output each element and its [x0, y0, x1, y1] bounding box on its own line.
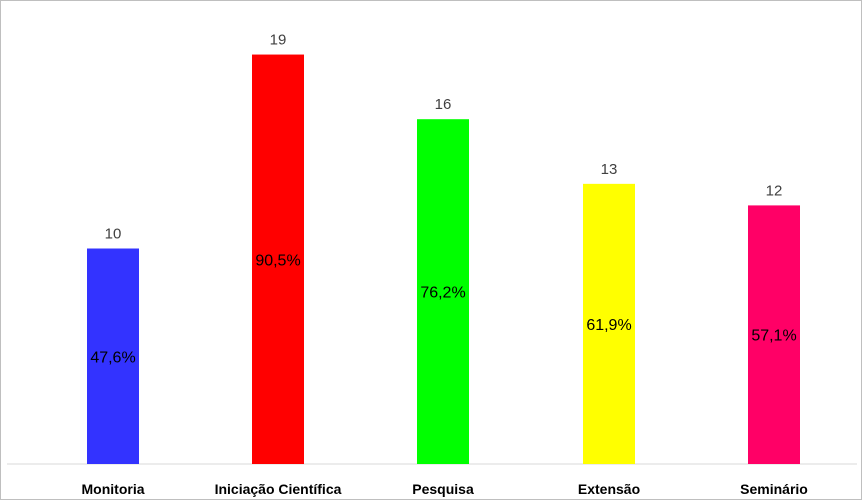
- category-label-4: Extensão: [578, 481, 640, 497]
- category-label-1: Monitoria: [82, 481, 145, 497]
- bar-5: [748, 205, 800, 464]
- percent-label-3: 76,2%: [420, 285, 465, 302]
- value-label-1: 10: [105, 226, 122, 243]
- value-label-4: 13: [601, 161, 618, 178]
- value-label-5: 12: [766, 182, 783, 199]
- bar-3: [417, 119, 469, 464]
- percent-label-1: 47,6%: [90, 349, 135, 366]
- value-label-2: 19: [270, 32, 287, 49]
- percent-label-4: 61,9%: [586, 317, 631, 334]
- category-label-2: Iniciação Científica: [215, 481, 342, 497]
- percent-label-2: 90,5%: [255, 252, 300, 269]
- bars-group: 10 47,6% Monitoria 19 90,5% Iniciação Científ…: [82, 32, 808, 497]
- value-label-3: 16: [435, 96, 452, 113]
- bar-2: [252, 54, 304, 465]
- category-label-3: Pesquisa: [412, 481, 474, 497]
- category-label-5: Seminário: [740, 481, 808, 497]
- bar-4: [583, 183, 635, 464]
- bar-1: [87, 248, 139, 464]
- percent-label-5: 57,1%: [751, 328, 796, 345]
